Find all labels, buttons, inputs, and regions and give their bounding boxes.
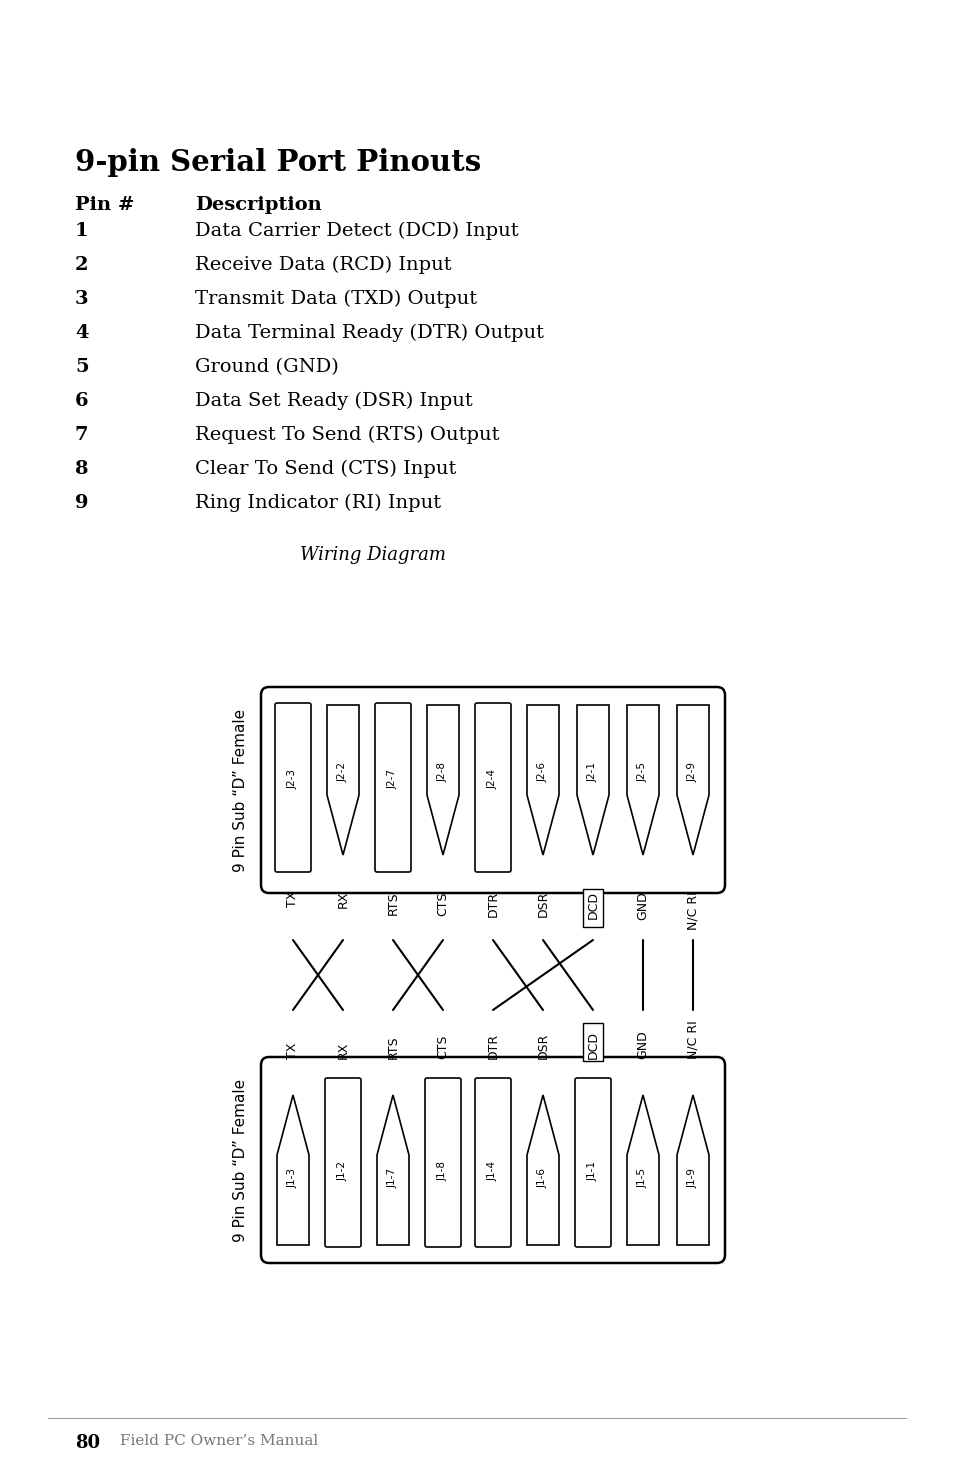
Text: DSR: DSR [536,1032,549,1059]
Text: 8: 8 [75,460,89,478]
Text: 7: 7 [75,426,89,444]
Polygon shape [276,1094,309,1245]
Polygon shape [577,705,608,855]
Text: J1-6: J1-6 [537,1168,547,1187]
Text: Pin #: Pin # [75,196,134,214]
FancyBboxPatch shape [261,687,724,892]
Text: J2-6: J2-6 [537,763,547,783]
Text: CTS: CTS [436,1034,449,1059]
Polygon shape [526,705,558,855]
Text: 3: 3 [75,291,89,308]
FancyBboxPatch shape [424,1078,460,1246]
Text: CTS: CTS [436,891,449,916]
Text: Ground (GND): Ground (GND) [194,358,338,376]
Text: 9: 9 [75,494,89,512]
Text: Transmit Data (TXD) Output: Transmit Data (TXD) Output [194,291,476,308]
Text: J2-3: J2-3 [288,770,297,789]
Text: 9 Pin Sub “D” Female: 9 Pin Sub “D” Female [233,708,248,872]
Polygon shape [427,705,458,855]
Text: DTR: DTR [486,891,499,917]
Text: Ring Indicator (RI) Input: Ring Indicator (RI) Input [194,494,440,512]
Text: Wiring Diagram: Wiring Diagram [299,546,446,563]
Text: DCD: DCD [586,891,598,919]
Text: TX: TX [286,891,299,907]
Text: 2: 2 [75,257,89,274]
Polygon shape [677,705,708,855]
Text: 6: 6 [75,392,89,410]
Text: 9-pin Serial Port Pinouts: 9-pin Serial Port Pinouts [75,148,480,177]
FancyBboxPatch shape [261,1058,724,1263]
Text: Data Terminal Ready (DTR) Output: Data Terminal Ready (DTR) Output [194,324,543,342]
Text: GND: GND [636,1030,649,1059]
Bar [582,889,602,926]
Text: TX: TX [286,1043,299,1059]
Text: Description: Description [194,196,321,214]
Text: J2-8: J2-8 [437,763,448,783]
FancyBboxPatch shape [375,704,411,872]
Text: Field PC Owner’s Manual: Field PC Owner’s Manual [120,1434,318,1448]
Text: 80: 80 [75,1434,100,1451]
FancyBboxPatch shape [274,704,311,872]
Text: J1-4: J1-4 [488,1161,497,1181]
Text: J1-8: J1-8 [437,1161,448,1181]
Polygon shape [327,705,358,855]
Text: 4: 4 [75,324,89,342]
Text: J1-2: J1-2 [337,1161,348,1181]
Text: 9 Pin Sub “D” Female: 9 Pin Sub “D” Female [233,1078,248,1242]
Text: RX: RX [336,1041,349,1059]
Text: Request To Send (RTS) Output: Request To Send (RTS) Output [194,426,499,444]
Text: DTR: DTR [486,1032,499,1059]
Text: N/C RI: N/C RI [686,891,699,929]
Text: RTS: RTS [386,891,399,914]
Text: J2-4: J2-4 [488,770,497,789]
Polygon shape [677,1094,708,1245]
Text: J1-9: J1-9 [687,1168,698,1187]
Text: Data Carrier Detect (DCD) Input: Data Carrier Detect (DCD) Input [194,223,518,240]
Text: J1-3: J1-3 [288,1168,297,1187]
Text: N/C RI: N/C RI [686,1021,699,1059]
Text: 1: 1 [75,223,89,240]
Text: RTS: RTS [386,1035,399,1059]
Text: DSR: DSR [536,891,549,917]
Text: J2-1: J2-1 [587,763,598,783]
Text: J1-7: J1-7 [388,1168,397,1187]
Text: J2-5: J2-5 [638,763,647,783]
Polygon shape [526,1094,558,1245]
Polygon shape [626,705,659,855]
Text: DCD: DCD [586,1031,598,1059]
Text: Receive Data (RCD) Input: Receive Data (RCD) Input [194,257,451,274]
Text: J2-9: J2-9 [687,763,698,783]
Text: J1-5: J1-5 [638,1168,647,1187]
FancyBboxPatch shape [475,704,511,872]
Text: Data Set Ready (DSR) Input: Data Set Ready (DSR) Input [194,392,473,410]
Text: J2-7: J2-7 [388,770,397,789]
FancyBboxPatch shape [475,1078,511,1246]
FancyBboxPatch shape [575,1078,610,1246]
Text: RX: RX [336,891,349,909]
Polygon shape [626,1094,659,1245]
FancyBboxPatch shape [325,1078,360,1246]
Text: Clear To Send (CTS) Input: Clear To Send (CTS) Input [194,460,456,478]
Polygon shape [376,1094,409,1245]
Text: GND: GND [636,891,649,920]
Bar [582,1024,602,1061]
Text: 5: 5 [75,358,89,376]
Text: J1-1: J1-1 [587,1161,598,1181]
Text: J2-2: J2-2 [337,763,348,783]
